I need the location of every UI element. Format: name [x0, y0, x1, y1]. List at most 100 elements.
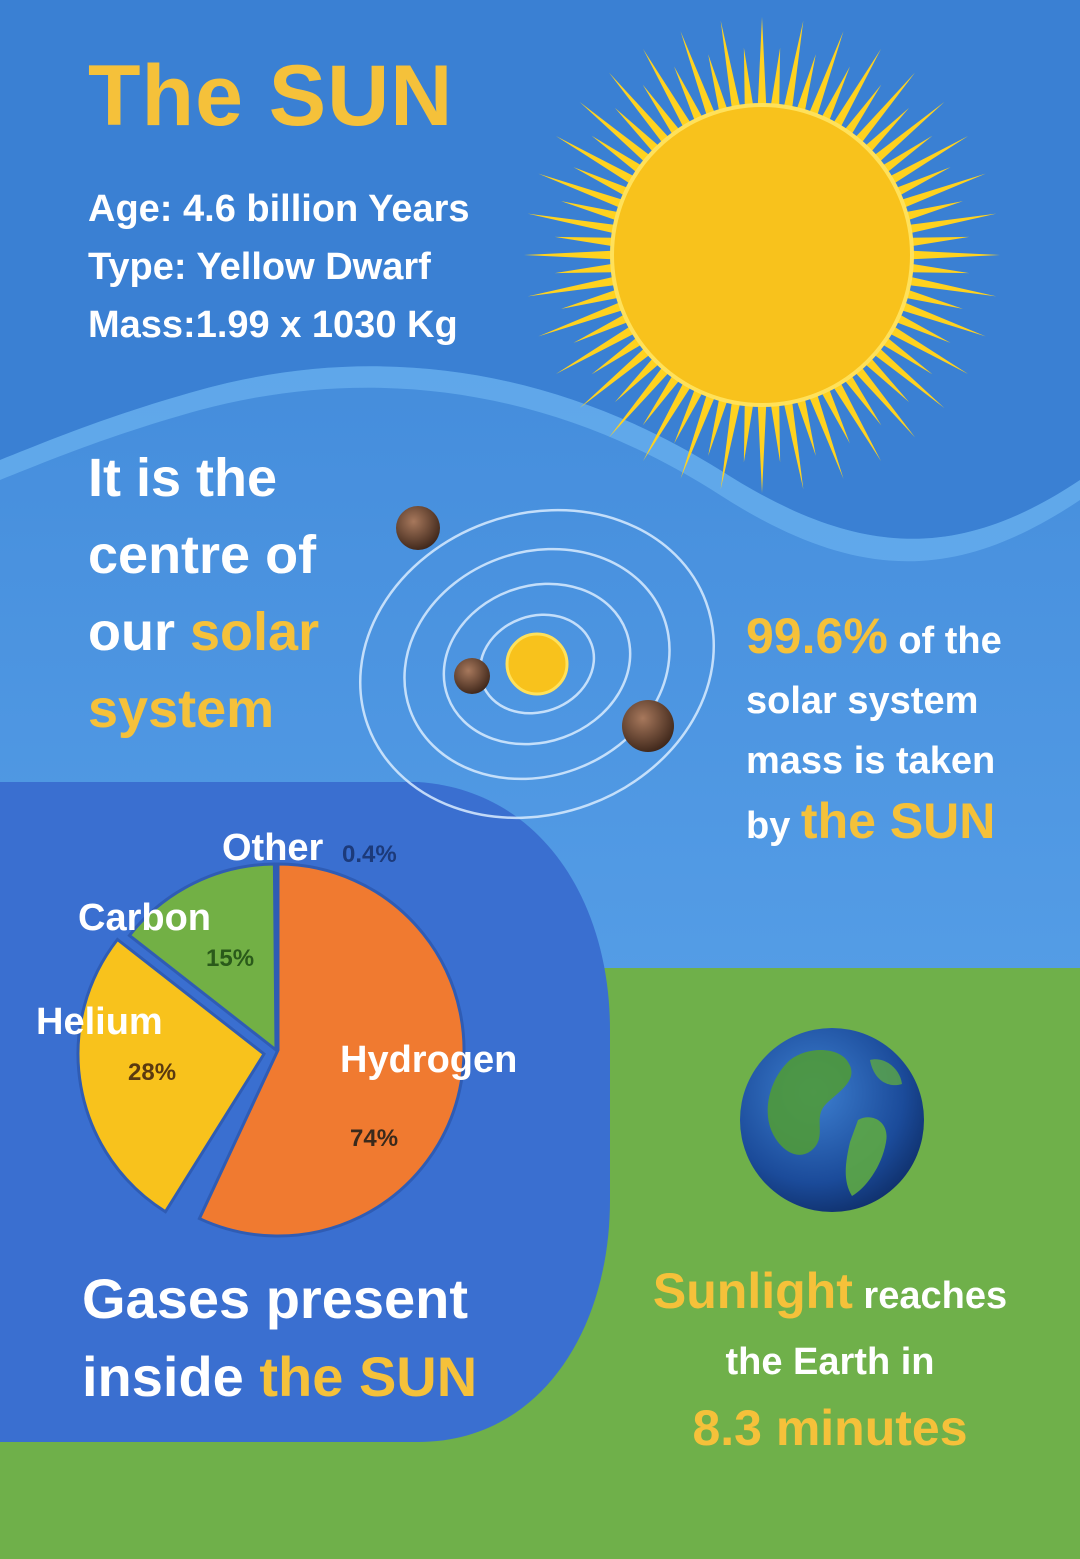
gases-line: Gases present [82, 1267, 468, 1330]
sun-ray [908, 213, 997, 234]
sun-ray [743, 47, 754, 106]
sun-ray [896, 314, 951, 343]
mass-text: of the [898, 620, 1002, 662]
continent [767, 1050, 852, 1155]
sun-ray [911, 263, 970, 274]
sun-ray [796, 54, 816, 112]
sun-ray [591, 337, 642, 375]
sun-rays [524, 17, 1000, 493]
sunlight-fact: Sunlight reaches the Earth in 8.3 minute… [620, 1258, 1040, 1461]
sun-ray [720, 401, 741, 490]
sun-ray [908, 276, 997, 297]
sunlight-text: reaches [863, 1275, 1008, 1317]
gases-line: inside the SUN [82, 1338, 562, 1416]
sun-ray [905, 289, 963, 309]
sun-ray [643, 48, 691, 128]
gases-pie-chart: Hydrogen 74% Helium 28% Carbon 15% Other 0.4% [36, 827, 517, 1238]
sun-ray [911, 236, 970, 247]
caption-highlight: solar [190, 602, 320, 662]
center-sun-icon [505, 632, 569, 696]
sun-ray [680, 394, 715, 479]
sun-ray [896, 167, 951, 196]
pie-label-hydrogen: Hydrogen [340, 1039, 517, 1081]
sun-ray [833, 48, 881, 128]
sun-ray [642, 375, 680, 426]
sun-ray [573, 314, 628, 343]
sun-ray [783, 20, 804, 109]
sun-ray [757, 17, 767, 106]
sun-ray [720, 20, 741, 109]
sun-ray [882, 337, 933, 375]
caption-line: centre of [88, 525, 317, 585]
mass-fact: 99.6% of the solar system mass is taken … [746, 606, 1066, 856]
sun-ray [809, 31, 844, 116]
pie-label-other: Other [222, 827, 324, 869]
sun-ray [882, 135, 933, 173]
sunlight-word: Sunlight [652, 1263, 853, 1319]
sun-ray [674, 66, 703, 121]
planet-icon [622, 700, 674, 752]
pie-slice-helium [76, 937, 266, 1214]
pie-value-hydrogen: 74% [350, 1125, 398, 1152]
fact-age: Age: 4.6 billion Years [88, 188, 470, 230]
sun-ray [555, 326, 635, 374]
solar-system-caption: It is the centre of our solar system [88, 440, 408, 748]
sun-ray [680, 31, 715, 116]
caption-line: our solar [88, 594, 408, 671]
pie-value-carbon: 15% [206, 945, 254, 972]
mass-percent: 99.6% [746, 608, 888, 664]
page-title: The SUN [88, 48, 454, 144]
fact-type: Type: Yellow Dwarf [88, 246, 431, 288]
mass-highlight: the SUN [800, 793, 996, 849]
sun-ray [643, 382, 691, 462]
mass-text: by [746, 805, 791, 847]
gases-word: inside [82, 1345, 244, 1408]
sun-ray [573, 167, 628, 196]
sun-ray [844, 375, 882, 426]
pie-value-helium: 28% [128, 1059, 176, 1086]
earth-icon [740, 1028, 924, 1212]
caption-word: our [88, 602, 175, 662]
sun-ray [743, 404, 754, 463]
sun-ray [674, 389, 703, 444]
sun-ray [609, 367, 669, 438]
orbit-ring [442, 582, 632, 746]
sun-ray [770, 404, 781, 463]
caption-highlight: system [88, 679, 275, 739]
sun-ray [708, 54, 728, 112]
sun-ray [865, 358, 910, 403]
sun-ray [821, 389, 850, 444]
sun-ray [561, 289, 619, 309]
sun-ray [609, 72, 669, 143]
sun-ray [579, 348, 650, 408]
pie-value-other: 0.4% [342, 841, 397, 868]
planet-icon [454, 658, 490, 694]
sun-ray [901, 173, 986, 208]
continent [870, 1059, 902, 1086]
mass-line: by the SUN [746, 791, 1066, 856]
sun-facts: Age: 4.6 billion Years Type: Yellow Dwar… [88, 180, 470, 354]
pie-slice-hydrogen [197, 862, 466, 1238]
sun-ray [889, 136, 969, 184]
sun-ray [708, 398, 728, 456]
sun-ray [561, 201, 619, 221]
sun-ray [901, 302, 986, 337]
sun-ray [527, 213, 616, 234]
pie-label-helium: Helium [36, 1001, 163, 1043]
gases-highlight: the SUN [259, 1345, 478, 1408]
sun-ray [865, 107, 910, 152]
mass-line: mass is taken [746, 740, 996, 782]
sun-ray [579, 102, 650, 162]
sun-ray [757, 404, 767, 493]
sun-ray [554, 236, 613, 247]
sun-ray [538, 302, 623, 337]
pie-slice-other [274, 862, 280, 1051]
sun-ray [554, 263, 613, 274]
pie-label-carbon: Carbon [78, 897, 211, 939]
sun-ray [905, 201, 963, 221]
sun-ray [538, 173, 623, 208]
sun-icon [610, 103, 914, 407]
orbit-ring [403, 547, 671, 781]
wave-line [0, 366, 1080, 562]
